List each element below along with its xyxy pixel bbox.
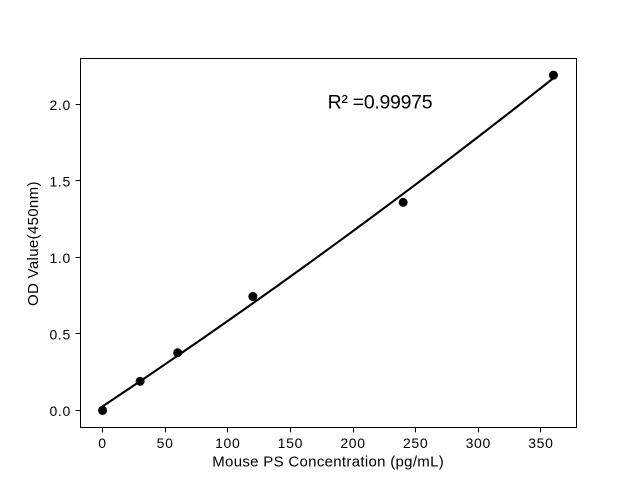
svg-text:350: 350: [528, 435, 553, 451]
svg-text:2.0: 2.0: [49, 97, 71, 113]
svg-text:50: 50: [157, 435, 174, 451]
svg-text:300: 300: [466, 435, 491, 451]
svg-text:150: 150: [278, 435, 303, 451]
svg-text:200: 200: [340, 435, 365, 451]
svg-text:OD Value(450nm): OD Value(450nm): [25, 182, 42, 306]
svg-text:1.0: 1.0: [49, 250, 71, 266]
svg-text:0: 0: [98, 435, 107, 451]
svg-text:0.0: 0.0: [49, 403, 71, 419]
svg-text:Mouse PS Concentration (pg/mL): Mouse PS Concentration (pg/mL): [212, 454, 444, 471]
svg-text:250: 250: [403, 435, 428, 451]
svg-text:100: 100: [215, 435, 240, 451]
svg-text:1.5: 1.5: [49, 173, 71, 189]
svg-text:R² =0.99975: R² =0.99975: [328, 92, 433, 114]
svg-text:0.5: 0.5: [49, 326, 71, 342]
